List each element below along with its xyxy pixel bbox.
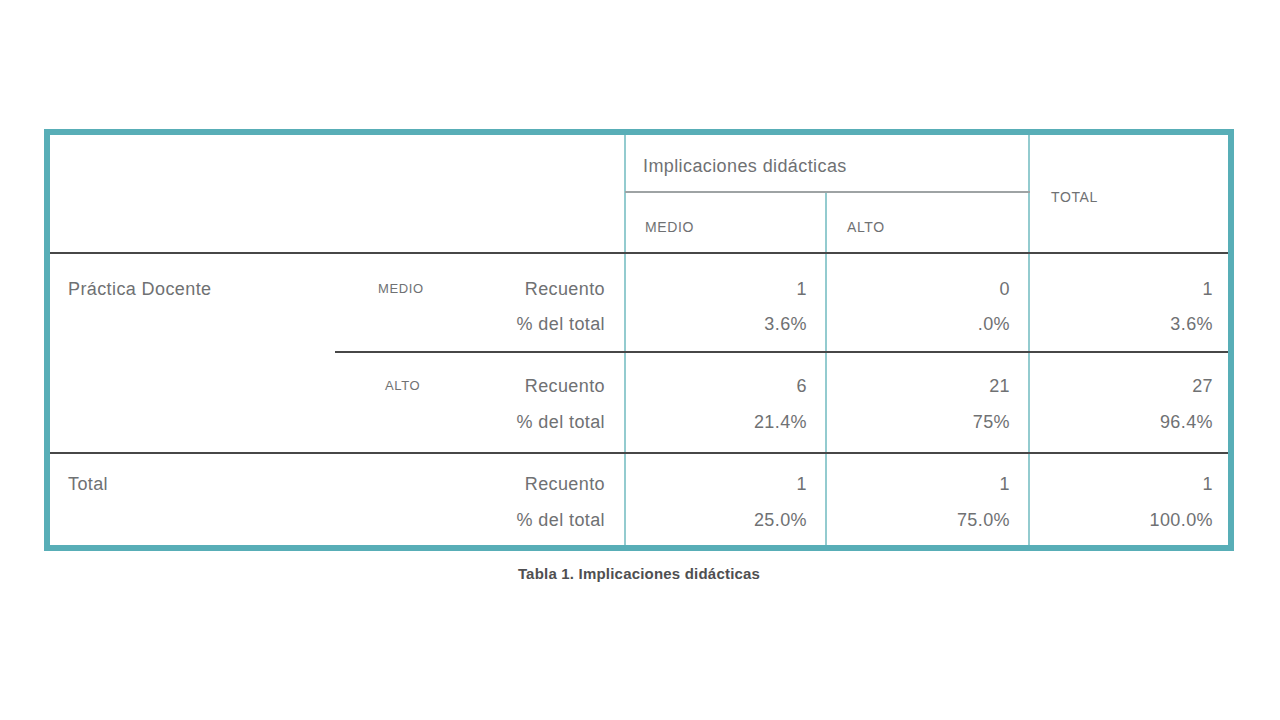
crosstab-table: Implicaciones didácticas TOTAL MEDIO ALT… [44,129,1234,551]
stat-label-count: Recuento [345,475,605,493]
cell-medio-alto-count: 0 [810,280,1010,298]
stat-label-percent: % del total [345,413,605,431]
cell-alto-alto-count: 21 [810,377,1010,395]
cell-alto-total-percent: 96.4% [1013,413,1213,431]
row-group-label: Práctica Docente [68,280,211,298]
col-group-header: Implicaciones didácticas [643,157,847,175]
table-caption: Tabla 1. Implicaciones didácticas [44,565,1234,582]
cell-medio-medio-percent: 3.6% [607,315,807,333]
cell-alto-medio-count: 6 [607,377,807,395]
cell-medio-medio-count: 1 [607,280,807,298]
cell-total-alto-count: 1 [810,475,1010,493]
total-column-header: TOTAL [1051,190,1098,204]
col-group-header-underline [625,191,1030,193]
stat-label-percent: % del total [345,511,605,529]
stat-label-percent: % del total [345,315,605,333]
stat-label-count: Recuento [345,280,605,298]
cell-total-medio-count: 1 [607,475,807,493]
col-header-alto: ALTO [847,220,885,234]
page: Implicaciones didácticas TOTAL MEDIO ALT… [0,0,1280,720]
cell-total-medio-percent: 25.0% [607,511,807,529]
col-header-medio: MEDIO [645,220,694,234]
cell-medio-total-percent: 3.6% [1013,315,1213,333]
medio-alto-row-divider [335,351,1228,353]
cell-medio-alto-percent: .0% [810,315,1010,333]
header-row-divider [50,252,1228,254]
cell-alto-medio-percent: 21.4% [607,413,807,431]
total-row-divider [50,452,1228,454]
stat-label-count: Recuento [345,377,605,395]
cell-medio-total-count: 1 [1013,280,1213,298]
cell-total-total-percent: 100.0% [1013,511,1213,529]
cell-alto-alto-percent: 75% [810,413,1010,431]
cell-total-total-count: 1 [1013,475,1213,493]
total-row-label: Total [68,475,108,493]
cell-total-alto-percent: 75.0% [810,511,1010,529]
cell-alto-total-count: 27 [1013,377,1213,395]
